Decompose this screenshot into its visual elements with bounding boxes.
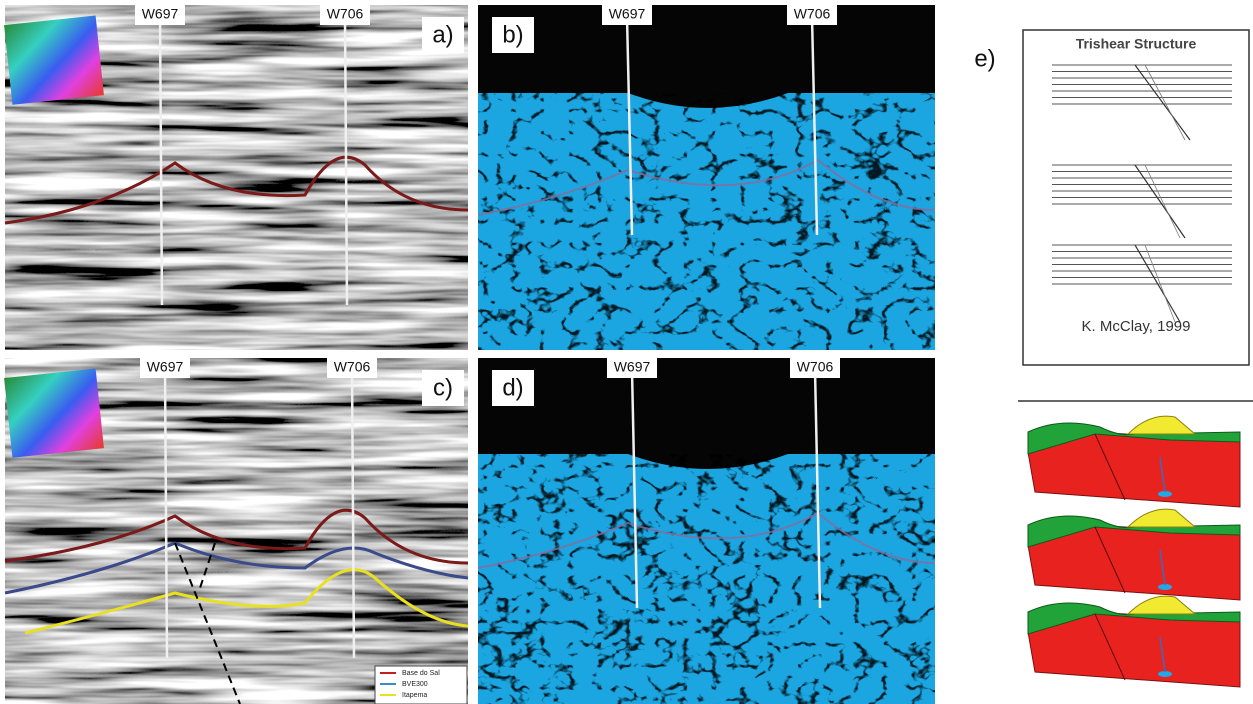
well-label-bg <box>602 5 652 25</box>
panel-label-bg <box>422 370 464 406</box>
panel-label: c) <box>433 374 453 401</box>
fault <box>1094 526 1126 594</box>
horizon <box>477 511 936 569</box>
trishear-fault <box>1144 164 1181 239</box>
well-trace <box>343 16 349 306</box>
inset-map <box>4 368 104 458</box>
fluid <box>1158 491 1172 497</box>
horizon-base-sal <box>4 508 469 565</box>
sediment <box>1126 595 1197 615</box>
fault <box>174 542 241 704</box>
trishear-fault <box>1144 64 1186 141</box>
well-trace <box>625 16 634 236</box>
fault <box>1094 433 1126 501</box>
horizon-base-sal <box>4 155 469 225</box>
horizon-itapema <box>24 568 469 635</box>
well-label-bg <box>135 5 185 25</box>
well-label-bg <box>607 358 657 378</box>
well-trace <box>163 369 169 659</box>
well-trace <box>813 369 822 609</box>
trishear-fault <box>1134 164 1186 239</box>
well-trace <box>630 369 639 609</box>
legend: Base do Sal BVE300 Itapema <box>374 665 468 704</box>
legend-entry: Base do Sal <box>402 670 440 677</box>
fluid-path <box>1159 549 1166 586</box>
cover <box>1027 602 1241 635</box>
well-label: W706 <box>327 6 364 22</box>
well-label: W706 <box>797 359 834 375</box>
panel-label-bg <box>492 17 534 53</box>
legend-entry: Itapema <box>402 692 427 699</box>
trishear-credit: K. McClay, 1999 <box>1082 318 1191 335</box>
discontinuities <box>478 93 935 350</box>
trishear-title: Trishear Structure <box>1076 36 1197 52</box>
trishear-fault <box>1134 64 1191 141</box>
horizon <box>477 158 936 216</box>
fluid-path <box>1159 636 1166 673</box>
well-label-bg <box>327 358 377 378</box>
well-label: W697 <box>609 6 646 22</box>
well-label-bg <box>787 5 837 25</box>
trishear-fault <box>1144 244 1176 323</box>
well-trace <box>158 16 164 306</box>
panel-label: b) <box>502 21 523 48</box>
cover <box>1027 515 1241 548</box>
fluid <box>1158 584 1172 590</box>
panel-label: e) <box>974 45 995 72</box>
fluid <box>1158 671 1172 677</box>
inset-map <box>4 15 104 105</box>
discontinuities <box>478 454 935 704</box>
sediment <box>1126 415 1197 435</box>
well-label: W706 <box>794 6 831 22</box>
panel-label: d) <box>502 374 523 401</box>
trishear-fault <box>1134 244 1181 323</box>
panel-label-bg <box>492 370 534 406</box>
well-label-bg <box>140 358 190 378</box>
well-label: W697 <box>147 359 184 375</box>
well-label: W706 <box>334 359 371 375</box>
panel-label: a) <box>432 21 453 48</box>
panel-label-bg <box>422 17 464 53</box>
horizon-bve300 <box>4 541 469 595</box>
well-label: W697 <box>142 6 179 22</box>
well-label-bg <box>320 5 370 25</box>
well-label-bg <box>790 358 840 378</box>
fluid-path <box>1159 456 1166 493</box>
well-trace <box>810 16 819 236</box>
cover <box>1027 422 1241 455</box>
well-trace <box>350 369 356 659</box>
legend-entry: BVE300 <box>402 681 428 688</box>
well-label: W697 <box>614 359 651 375</box>
fault <box>1094 613 1126 681</box>
sediment <box>1126 508 1197 528</box>
